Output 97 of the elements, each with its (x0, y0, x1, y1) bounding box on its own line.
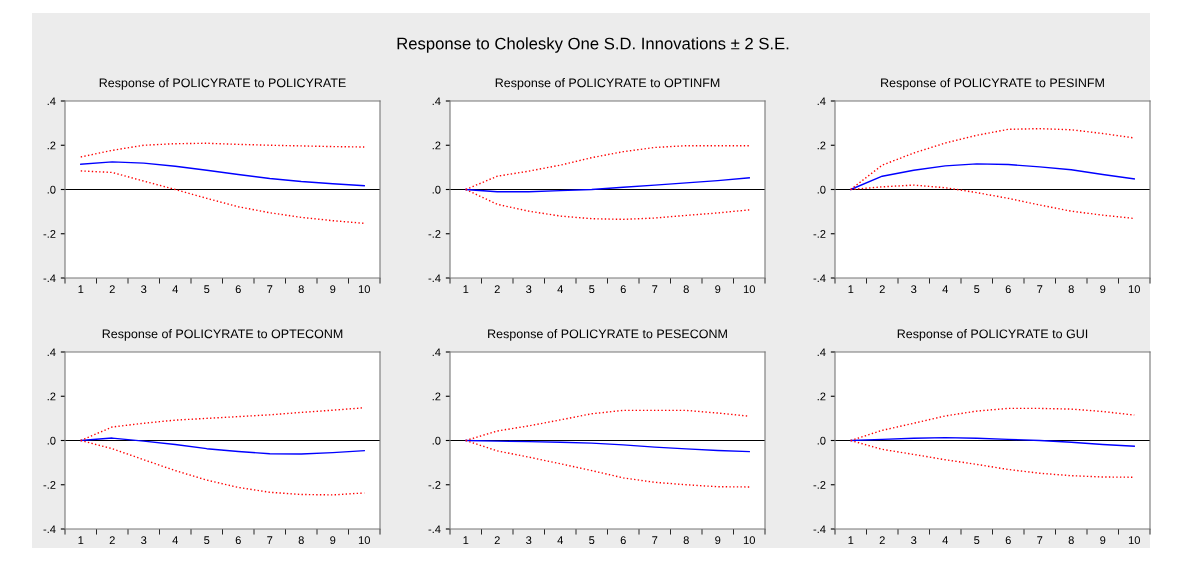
x-tick-label: 8 (683, 285, 689, 294)
y-tick-label: .4 (47, 97, 56, 106)
y-tick-label: .4 (47, 348, 56, 357)
y-tick-label: .0 (817, 436, 826, 445)
y-tick-label: -.2 (43, 230, 56, 238)
x-tick-label: 9 (1100, 285, 1106, 294)
y-tick-label: .0 (432, 185, 441, 194)
y-tick-label: -.2 (43, 481, 56, 489)
x-tick-label: 3 (911, 285, 917, 294)
x-tick-label: 1 (463, 285, 469, 293)
x-tick-label: 2 (494, 285, 500, 293)
y-tick-label: .0 (47, 185, 56, 194)
y-tick-label: -.4 (43, 525, 56, 534)
x-tick-label: 2 (109, 536, 115, 544)
y-tick-label: -.2 (428, 230, 441, 238)
x-tick-label: 3 (141, 285, 147, 294)
y-tick-label: .4 (817, 348, 826, 357)
y-tick-label: .2 (817, 141, 826, 150)
x-tick-label: 6 (1005, 285, 1011, 294)
x-tick-label: 3 (911, 536, 917, 545)
y-tick-label: -.2 (813, 481, 826, 489)
x-tick-label: 10 (743, 285, 755, 294)
x-tick-label: 5 (589, 536, 595, 545)
x-tick-label: 6 (1005, 536, 1011, 545)
x-tick-label: 9 (330, 536, 336, 545)
x-tick-label: 5 (204, 285, 210, 294)
x-tick-label: 5 (974, 285, 980, 294)
x-tick-label: 7 (1037, 536, 1043, 544)
x-tick-label: 6 (620, 536, 626, 545)
x-tick-label: 2 (494, 536, 500, 544)
x-tick-label: 1 (78, 285, 84, 293)
y-tick-label: .0 (47, 436, 56, 445)
chart-title: Response of POLICYRATE to OPTECONM (102, 329, 343, 341)
y-tick-label: .4 (432, 348, 441, 357)
x-tick-label: 2 (879, 285, 885, 293)
y-tick-label: .2 (47, 392, 56, 401)
x-tick-label: 4 (942, 285, 949, 293)
x-tick-label: 3 (526, 536, 532, 545)
x-tick-label: 7 (1037, 285, 1043, 293)
y-tick-label: -.4 (43, 274, 56, 283)
x-tick-label: 2 (879, 536, 885, 544)
x-tick-label: 9 (330, 285, 336, 294)
x-tick-label: 4 (172, 285, 179, 293)
chart-title: Response of POLICYRATE to OPTINFM (495, 78, 720, 90)
x-tick-label: 3 (141, 536, 147, 545)
y-tick-label: .4 (817, 97, 826, 106)
x-tick-label: 4 (942, 536, 949, 544)
chart-title: Response of POLICYRATE to PESINFM (881, 78, 1104, 90)
chart-title: Response of POLICYRATE to GUI (897, 329, 1088, 341)
y-tick-label: -.4 (428, 274, 441, 283)
chart-title: Response of POLICYRATE to POLICYRATE (99, 78, 346, 90)
chart-title: Response of POLICYRATE to PESECONM (488, 329, 727, 341)
x-tick-label: 4 (557, 285, 564, 293)
x-tick-label: 10 (1128, 536, 1140, 545)
x-tick-label: 7 (652, 285, 658, 293)
x-tick-label: 10 (358, 285, 370, 294)
y-tick-label: .2 (817, 392, 826, 401)
x-tick-label: 4 (172, 536, 179, 544)
y-tick-label: .2 (47, 141, 56, 150)
x-tick-label: 8 (1068, 536, 1074, 545)
y-tick-label: -.2 (428, 481, 441, 489)
x-tick-label: 8 (1068, 285, 1074, 294)
x-tick-label: 8 (298, 536, 304, 545)
x-tick-label: 8 (683, 536, 689, 545)
x-tick-label: 1 (463, 536, 469, 544)
x-tick-label: 8 (298, 285, 304, 294)
y-tick-label: -.4 (813, 525, 826, 534)
x-tick-label: 7 (267, 536, 273, 544)
x-tick-label: 9 (1100, 536, 1106, 545)
x-tick-label: 7 (652, 536, 658, 544)
x-tick-label: 7 (267, 285, 273, 293)
x-tick-label: 5 (589, 285, 595, 294)
x-tick-label: 6 (620, 285, 626, 294)
x-tick-label: 9 (715, 536, 721, 545)
x-tick-label: 5 (974, 536, 980, 545)
x-tick-label: 10 (1128, 285, 1140, 294)
y-tick-label: -.4 (428, 525, 441, 534)
x-tick-label: 2 (109, 285, 115, 293)
x-tick-label: 4 (557, 536, 564, 544)
y-tick-label: .4 (432, 97, 441, 106)
text: Response to Cholesky One S.D. Innovations ± 2 S.E. (397, 37, 789, 53)
x-tick-label: 5 (204, 536, 210, 545)
x-tick-label: 9 (715, 285, 721, 294)
x-tick-label: 6 (235, 285, 241, 294)
x-tick-label: 10 (743, 536, 755, 545)
y-tick-label: .2 (432, 141, 441, 150)
y-tick-label: .2 (432, 392, 441, 401)
y-tick-label: -.4 (813, 274, 826, 283)
x-tick-label: 3 (526, 285, 532, 294)
x-tick-label: 1 (78, 536, 84, 544)
y-tick-label: .0 (432, 436, 441, 445)
y-tick-label: -.2 (813, 230, 826, 238)
x-tick-label: 6 (235, 536, 241, 545)
x-tick-label: 1 (848, 285, 854, 293)
x-tick-label: 1 (848, 536, 854, 544)
y-tick-label: .0 (817, 185, 826, 194)
x-tick-label: 10 (358, 536, 370, 545)
